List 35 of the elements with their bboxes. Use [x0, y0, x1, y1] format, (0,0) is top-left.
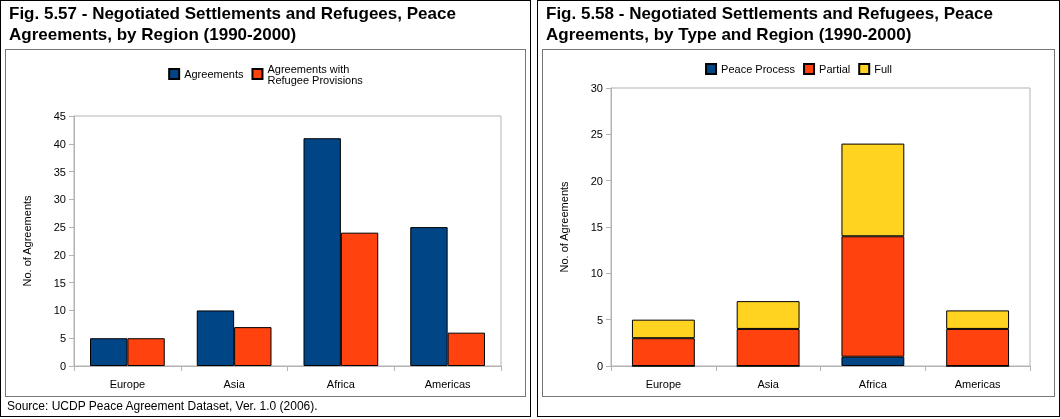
- x-tick-label: Africa: [326, 377, 356, 390]
- x-tick-label: Americas: [954, 377, 1002, 390]
- x-tick-label: Africa: [858, 377, 888, 390]
- legend-label: Peace Process: [721, 63, 796, 75]
- source-note: Source: UCDP Peace Agreement Dataset, Ver. 1.0 (2006).: [7, 399, 318, 413]
- y-tick-label: 30: [53, 193, 66, 206]
- legend-label: Partial: [819, 63, 851, 75]
- y-tick-label: 45: [53, 110, 66, 122]
- chart-title: Fig. 5.58 - Negotiated Settlements and Refugees, Peace Agreements, by Type and Region (1990-2000): [546, 3, 994, 45]
- legend-label: Agreements: [184, 68, 244, 80]
- y-tick-label: 40: [53, 137, 66, 150]
- chart-title: Fig. 5.57 - Negotiated Settlements and Refugees, Peace Agreements, by Region (1990-2000): [9, 3, 457, 45]
- y-tick-label: 10: [590, 267, 603, 280]
- y-tick-label: 0: [59, 360, 66, 372]
- y-tick-label: 10: [53, 304, 66, 317]
- y-tick-label: 30: [590, 82, 603, 94]
- y-tick-label: 5: [596, 313, 603, 326]
- y-tick-label: 25: [53, 221, 66, 234]
- y-tick-label: 15: [590, 221, 603, 233]
- y-tick-label: 5: [59, 332, 66, 345]
- y-tick-label: 20: [590, 174, 603, 187]
- y-tick-label: 25: [590, 128, 603, 141]
- legend-label: Agreements with Refugee Provisions: [267, 62, 364, 86]
- x-tick-label: Asia: [757, 377, 780, 390]
- y-tick-label: 35: [53, 165, 66, 178]
- x-tick-label: Americas: [424, 377, 472, 390]
- x-tick-label: Europe: [109, 377, 146, 390]
- y-axis-title: No. of Agreements: [557, 180, 570, 273]
- legend-label: Full: [874, 63, 892, 75]
- x-tick-label: Europe: [645, 377, 682, 390]
- y-tick-label: 0: [596, 360, 603, 372]
- x-tick-label: Asia: [223, 377, 246, 390]
- y-tick-label: 15: [53, 276, 66, 289]
- y-tick-label: 20: [53, 248, 66, 261]
- y-axis-title: No. of Agreements: [20, 194, 33, 287]
